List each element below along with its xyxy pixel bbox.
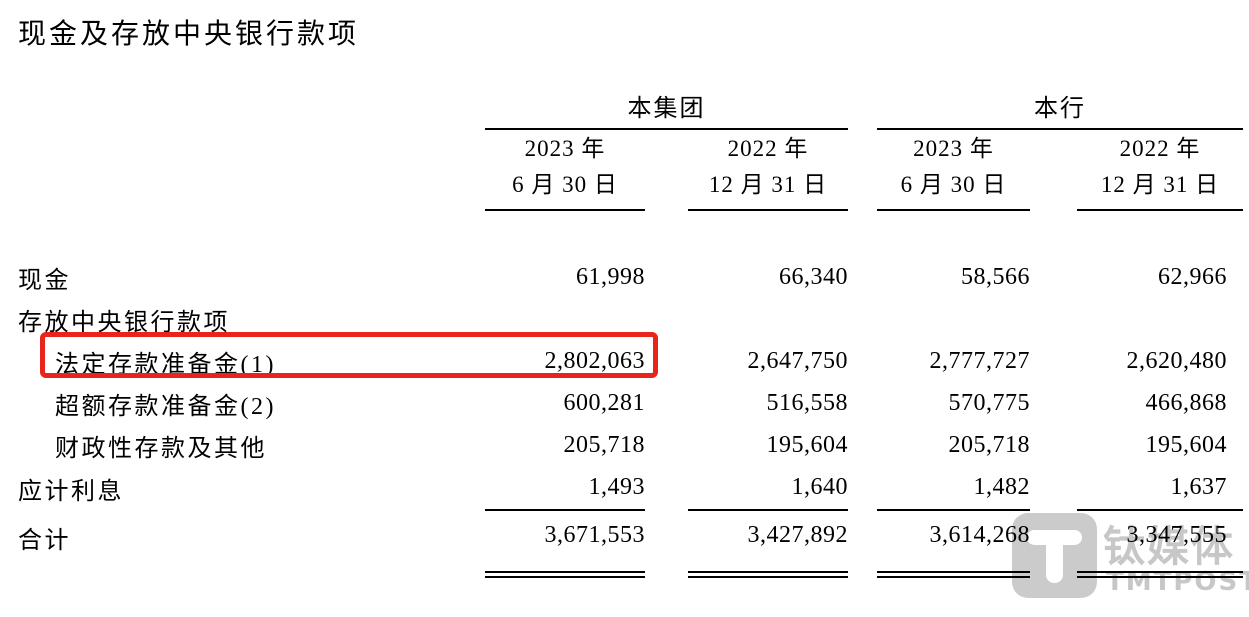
cell-value: 62,966 [1158,263,1228,290]
table-row-total: 合计 3,671,553 3,427,892 3,614,268 3,347,5… [18,510,1244,578]
cell-value: 3,347,555 [1077,510,1244,578]
cell-value: 1,637 [1077,466,1244,511]
page-title: 现金及存放中央银行款项 [18,19,360,50]
gap [645,382,688,424]
cell-value: 195,604 [1145,431,1228,458]
row-label: 存放中央银行款项 [18,309,230,336]
date-label: 12 月 31 日 [1100,172,1220,197]
gap [1030,466,1077,510]
gap [848,466,877,510]
column-group-header-group: 本集团 [485,88,848,130]
column-header-group-2022: 2022 年 12 月 31 日 [688,129,848,211]
table-row-deposits-heading: 存放中央银行款项 [18,298,1243,340]
gap [645,424,688,466]
gap [645,466,688,510]
year-label: 2022 年 [727,136,809,161]
gap [645,510,688,574]
column-header-bank-2023: 2023 年 6 月 30 日 [877,129,1030,211]
tmtpost-logo-icon [1012,513,1097,598]
cell-value: 600,281 [563,389,645,416]
gap [848,510,877,574]
cell-value: 1,640 [688,466,848,511]
watermark-name: 钛媒体 [1103,522,1236,571]
row-label: 现金 [18,267,71,294]
date-label: 12 月 31 日 [708,172,828,197]
spacer-row [18,210,1243,256]
cell-value: 66,340 [779,263,848,290]
date-header-row: 2023 年 6 月 30 日 2022 年 12 月 31 日 2023 年 … [18,129,1244,211]
gap [1030,256,1077,298]
gap [1030,340,1077,382]
cell-value [1077,298,1243,340]
table-row-surplus-reserve: 超额存款准备金(2) 600,281 516,558 570,775 466,8… [18,382,1243,424]
cell-value: 516,558 [766,389,848,416]
gap [848,256,877,298]
table-row-statutory-reserve: 法定存款准备金(1) 2,802,063 2,647,750 2,777,727… [18,340,1243,382]
cell-value: 205,718 [948,431,1030,458]
cell-value [877,298,1030,340]
gap [1030,382,1077,424]
cell-value: 2,802,063 [544,347,645,374]
date-label: 6 月 30 日 [512,172,618,197]
gap [848,129,877,210]
cell-value: 570,775 [948,389,1030,416]
empty-cell [18,129,485,210]
cell-value: 205,718 [563,431,645,458]
logo-t-bar [1027,530,1082,545]
logo-t-stem [1046,539,1063,583]
table-row-fiscal-deposits: 财政性存款及其他 205,718 195,604 205,718 195,604 [18,424,1243,466]
date-label: 6 月 30 日 [900,172,1007,197]
gap [18,210,1243,256]
cell-value: 1,482 [877,466,1030,511]
cell-value: 2,620,480 [1126,347,1228,374]
gap [848,298,877,340]
cell-value: 2,777,727 [929,347,1030,374]
gap [1030,129,1077,210]
gap [645,256,688,298]
cell-value: 466,868 [1145,389,1228,416]
column-header-bank-2022: 2022 年 12 月 31 日 [1077,129,1244,211]
financial-table: 本集团 本行 2023 年 6 月 30 日 2022 年 12 月 31 日 … [18,88,1244,578]
table-row-cash: 现金 61,998 66,340 58,566 62,966 [18,256,1243,298]
row-label: 财政性存款及其他 [55,435,267,462]
cell-value: 2,647,750 [747,347,848,374]
gap [645,129,688,210]
cell-value: 3,614,268 [877,510,1030,578]
gap [848,382,877,424]
watermark-subtitle: TMTPOST [1106,567,1249,597]
column-header-group-2023: 2023 年 6 月 30 日 [485,129,645,211]
gap [1030,298,1077,340]
gap [848,88,877,129]
gap [645,340,688,382]
cell-value: 58,566 [961,263,1030,290]
year-label: 2023 年 [524,136,606,161]
gap [848,424,877,466]
cell-value: 195,604 [766,431,848,458]
table-row-accrued-interest: 应计利息 1,493 1,640 1,482 1,637 [18,466,1244,511]
cell-value: 3,427,892 [688,510,848,578]
group-header-row: 本集团 本行 [18,88,1244,130]
cell-value: 3,671,553 [485,510,645,578]
row-label: 超额存款准备金(2) [55,393,276,420]
watermark: 钛媒体 TMTPOST [1012,513,1249,605]
cell-value: 1,493 [485,466,645,511]
year-label: 2022 年 [1119,136,1201,161]
row-label: 法定存款准备金(1) [55,351,276,378]
empty-cell [18,88,485,129]
gap [848,340,877,382]
cell-value [688,298,848,340]
cell-value: 61,998 [576,263,645,290]
cell-value [485,298,645,340]
row-label: 合计 [18,527,71,554]
gap [1030,424,1077,466]
year-label: 2023 年 [913,136,994,161]
column-group-header-bank: 本行 [877,88,1244,130]
row-label: 应计利息 [18,478,124,505]
gap [645,298,688,340]
